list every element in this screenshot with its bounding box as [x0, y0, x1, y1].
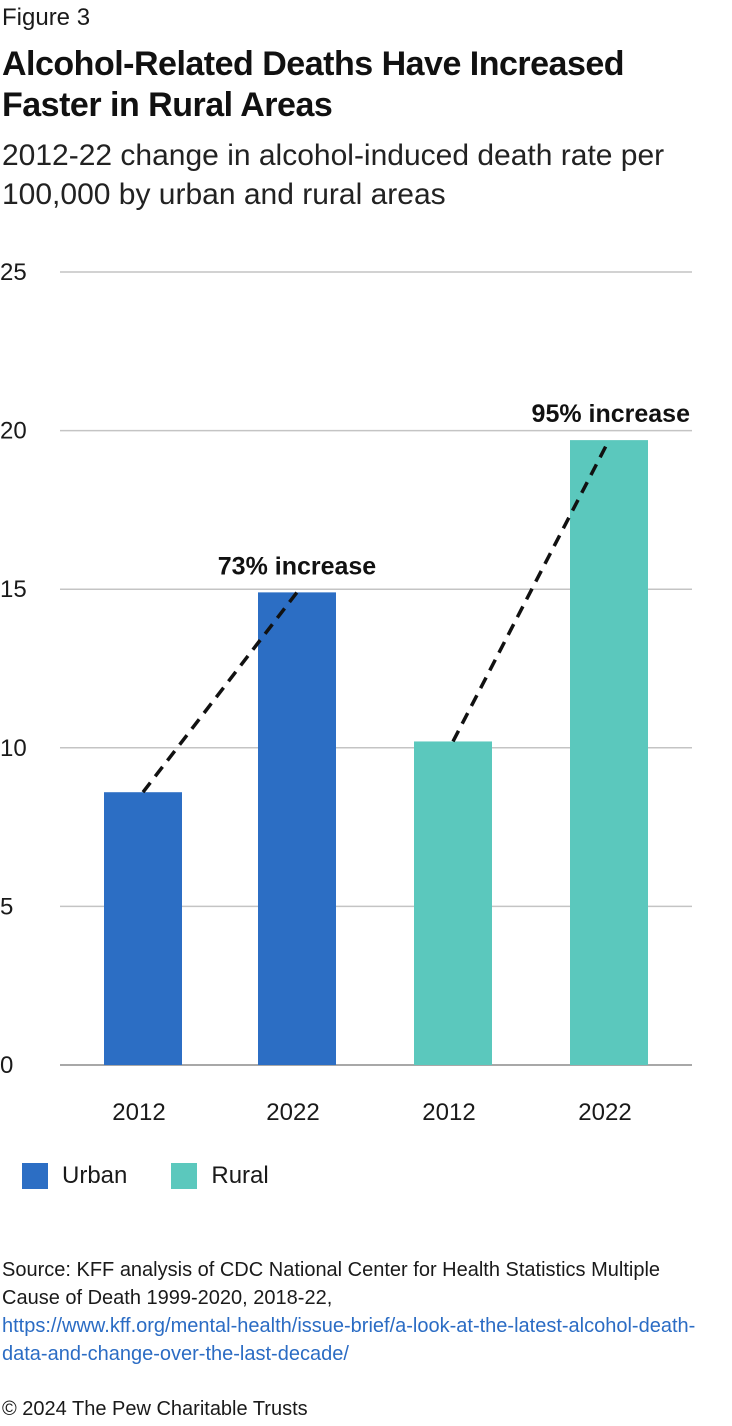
x-tick-label: 2022	[578, 1099, 631, 1126]
annotation-label: 95% increase	[532, 400, 691, 428]
y-tick-label: 10	[0, 735, 27, 762]
figure-label: Figure 3	[2, 4, 91, 31]
x-tick-label: 2012	[112, 1099, 165, 1126]
source-text: Source: KFF analysis of CDC National Cen…	[2, 1259, 661, 1309]
bar-urban-2012	[104, 792, 182, 1065]
bar-rural-2022	[570, 440, 648, 1066]
y-tick-label: 5	[0, 893, 13, 920]
legend-swatch-rural	[171, 1163, 198, 1189]
bar-rural-2012	[414, 741, 492, 1065]
chart-title: Alcohol-Related Deaths Have Increased Fa…	[2, 45, 625, 124]
x-tick-label: 2012	[422, 1099, 475, 1126]
source-link[interactable]: https://www.kff.org/mental-health/issue-…	[2, 1315, 696, 1365]
legend-label-rural: Rural	[211, 1162, 269, 1189]
y-tick-label: 25	[0, 259, 27, 286]
chart-subtitle: 2012-22 change in alcohol-induced death …	[2, 139, 665, 211]
annotation-label: 73% increase	[218, 552, 377, 580]
trend-line	[451, 439, 611, 743]
legend-label-urban: Urban	[62, 1162, 128, 1189]
x-tick-label: 2022	[266, 1099, 319, 1126]
y-tick-label: 20	[0, 418, 27, 445]
bar-chart: 0 5 10 15 20 25 2012 2022 2012 2022 73% increase 95…	[0, 259, 692, 1126]
source-note: Source: KFF analysis of CDC National Cen…	[2, 1256, 722, 1368]
bar-urban-2022	[258, 592, 336, 1065]
legend-item-rural: Rural	[171, 1162, 269, 1190]
legend-item-urban: Urban	[22, 1162, 127, 1190]
legend-swatch-urban	[22, 1163, 48, 1189]
legend: Urban Rural	[22, 1162, 313, 1190]
y-tick-label: 15	[0, 576, 27, 603]
trend-line	[141, 591, 299, 794]
y-tick-label: 0	[0, 1052, 13, 1079]
copyright: © 2024 The Pew Charitable Trusts	[2, 1398, 308, 1420]
